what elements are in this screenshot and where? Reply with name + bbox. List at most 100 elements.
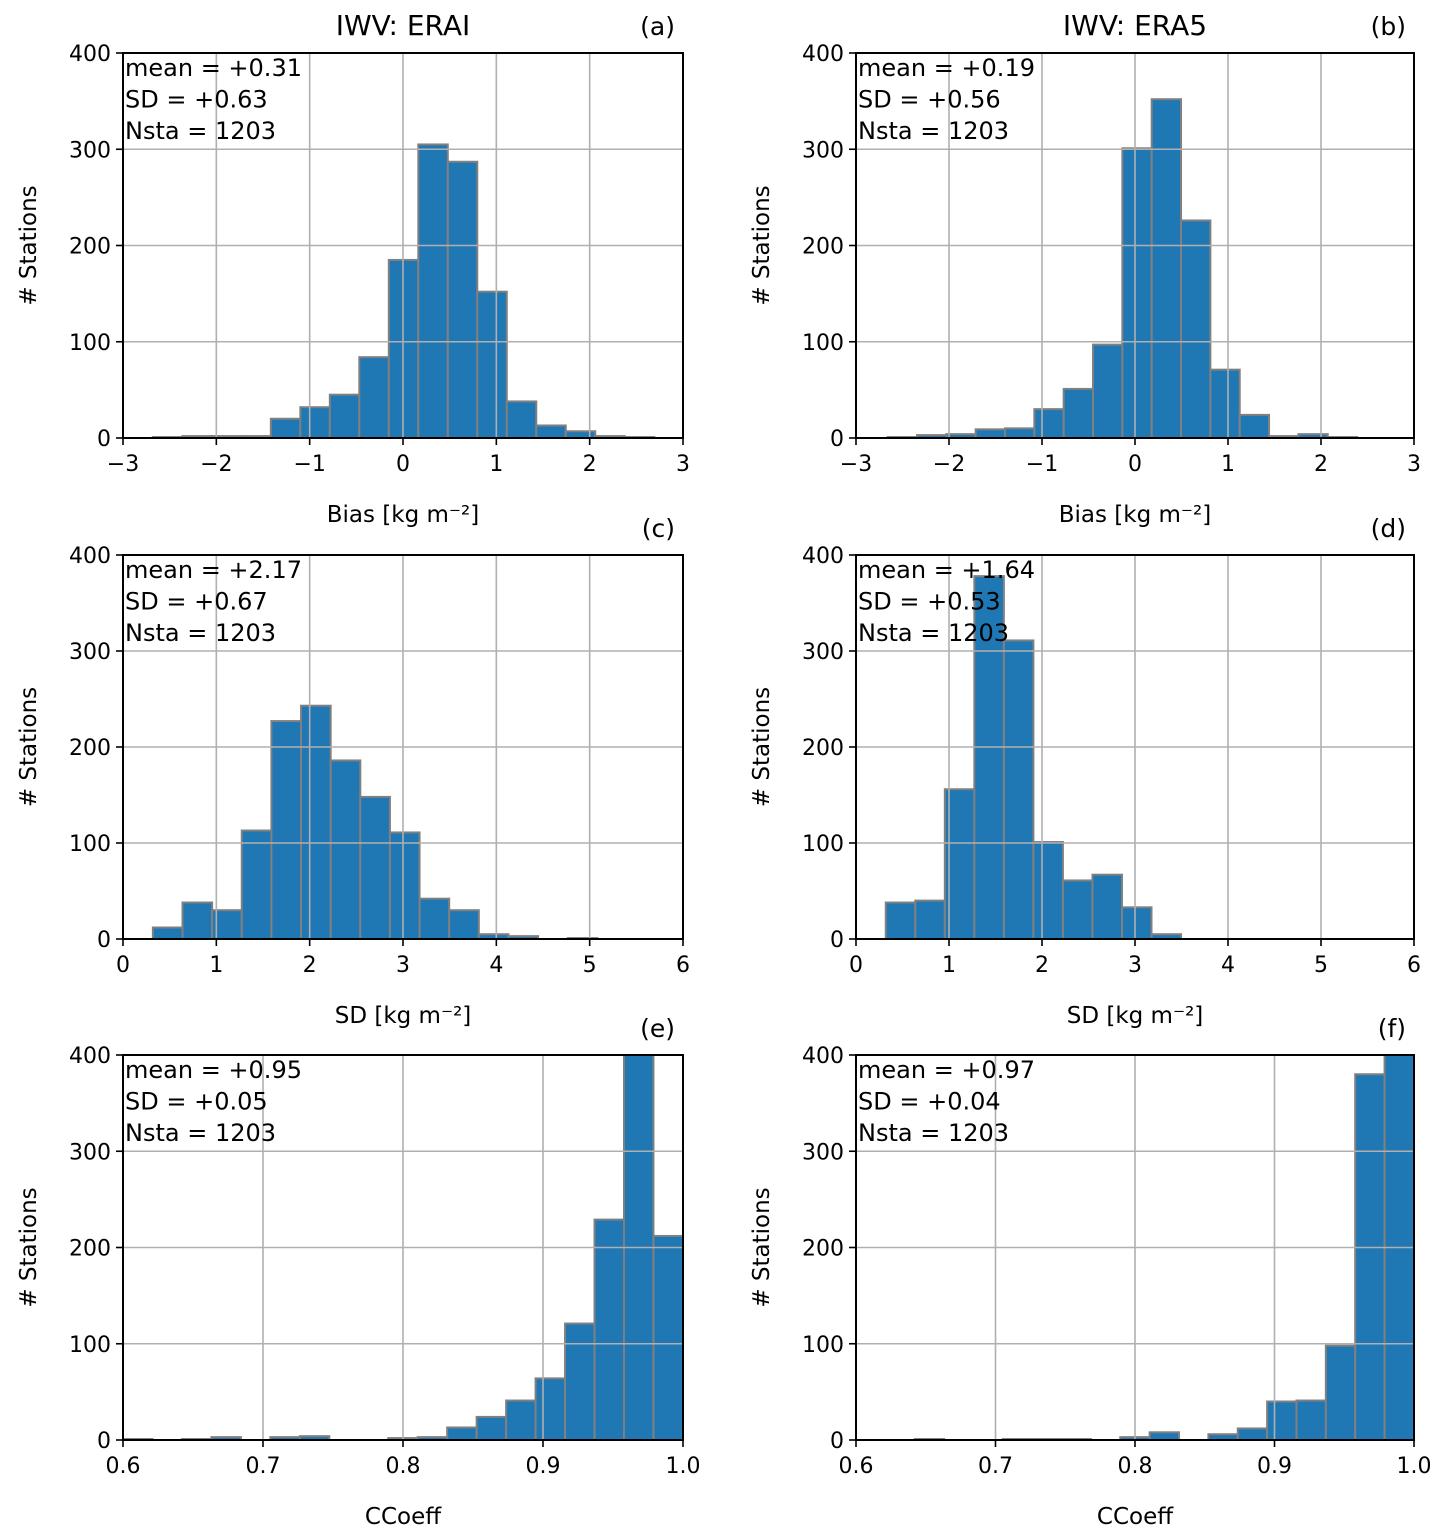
histogram-bar	[359, 795, 391, 939]
histogram-bar	[418, 897, 451, 939]
stats-annotation: mean = +2.17	[125, 556, 302, 584]
stats-annotation: Nsta = 1203	[858, 117, 1009, 145]
panel-letter: (d)	[1371, 514, 1406, 543]
y-tick-label: 300	[69, 1140, 111, 1165]
y-tick-label: 0	[830, 928, 844, 953]
x-tick-label: 0.8	[1118, 1454, 1153, 1479]
x-axis-label: SD [kg m⁻²]	[335, 1003, 472, 1029]
plot-area	[123, 1055, 683, 1440]
y-tick-label: 100	[802, 1333, 844, 1358]
y-tick-label: 0	[830, 1429, 844, 1454]
y-axis-label: # Stations	[16, 1187, 42, 1307]
histogram-bar	[475, 1415, 508, 1440]
x-axis-label: Bias [kg m⁻²]	[1059, 502, 1212, 528]
panel-title: IWV: ERAI	[336, 9, 471, 42]
panel-b: −3 −2 −1 0 1 2 3 0 100 200 300 400 Bias [kg m⁻²] # St…	[749, 9, 1421, 528]
panel-letter: (a)	[640, 12, 675, 41]
y-tick-label: 300	[69, 640, 111, 665]
x-tick-label: 6	[676, 953, 690, 978]
x-tick-label: 0.7	[246, 1454, 281, 1479]
y-tick-label: 400	[69, 544, 111, 569]
histogram-bar	[328, 393, 361, 438]
x-tick-label: −2	[933, 452, 965, 477]
stats-annotation: SD = +0.63	[125, 86, 268, 114]
histogram-bar	[1238, 413, 1271, 438]
histogram-bar	[210, 1436, 242, 1440]
y-tick-label: 300	[69, 138, 111, 163]
y-tick-label: 100	[802, 832, 844, 857]
stats-annotation: Nsta = 1203	[125, 1119, 276, 1147]
panel-e: 0.6 0.7 0.8 0.9 1.0 0 100 200 300 400 CCoeff # Stat…	[16, 1014, 701, 1530]
histogram-bar	[652, 1234, 683, 1440]
histogram-bar	[622, 1055, 655, 1440]
x-tick-label: 2	[1314, 452, 1328, 477]
histogram-bar	[269, 417, 302, 438]
histogram-bar	[358, 356, 390, 438]
stats-annotation: SD = +0.53	[858, 588, 1001, 616]
histogram-bar	[1324, 1344, 1357, 1440]
y-tick-label: 300	[802, 1140, 844, 1165]
histogram-bar	[1383, 1055, 1414, 1440]
histogram-bar	[1062, 387, 1095, 438]
y-axis-label: # Stations	[16, 185, 42, 305]
plot-area	[856, 1055, 1414, 1440]
histogram-bar	[1295, 1399, 1327, 1440]
x-tick-label: 1.0	[666, 1454, 701, 1479]
x-tick-label: 5	[583, 953, 597, 978]
panel-f: 0.6 0.7 0.8 0.9 1.0 0 100 200 300 400 CCoeff # Stat…	[749, 1014, 1432, 1530]
histogram-bar	[884, 901, 917, 939]
y-tick-label: 200	[69, 1237, 111, 1262]
y-axis-label: # Stations	[749, 1187, 775, 1307]
y-tick-label: 100	[802, 331, 844, 356]
x-tick-label: 3	[1128, 953, 1142, 978]
x-tick-label: 0.6	[106, 1454, 141, 1479]
histogram-bar	[298, 1435, 331, 1440]
histogram-bar	[535, 424, 567, 438]
histogram-bar	[270, 720, 303, 939]
panel-letter: (f)	[1378, 1014, 1406, 1043]
x-tick-label: 6	[1407, 953, 1421, 978]
x-tick-label: 1	[209, 953, 223, 978]
x-tick-label: 0	[1128, 452, 1142, 477]
y-axis-label: # Stations	[16, 687, 42, 807]
histogram-bar	[1061, 879, 1094, 939]
histogram-bar	[476, 290, 508, 438]
panel-c: 0 1 2 3 4 5 6 0 100 200 300 400 SD [kg m⁻²] # Station…	[16, 514, 690, 1029]
y-axis-label: # Stations	[749, 687, 775, 807]
x-tick-label: 1.0	[1397, 1454, 1432, 1479]
panel-d: 0 1 2 3 4 5 6 0 100 200 300 400 SD [kg m⁻²] # Station…	[749, 514, 1421, 1029]
stats-annotation: mean = +1.64	[858, 556, 1035, 584]
stats-annotation: Nsta = 1203	[125, 619, 276, 647]
x-tick-label: 0	[396, 452, 410, 477]
stats-annotation: SD = +0.04	[858, 1088, 1001, 1116]
histogram-bar	[1091, 873, 1123, 939]
y-axis-label: # Stations	[749, 185, 775, 305]
histogram-bar	[1236, 1427, 1269, 1440]
y-tick-label: 200	[69, 235, 111, 260]
plot-area	[856, 53, 1414, 438]
x-tick-label: 0.9	[1257, 1454, 1292, 1479]
x-tick-label: 0.8	[386, 1454, 421, 1479]
histogram-bar	[1003, 427, 1036, 438]
y-tick-label: 200	[69, 736, 111, 761]
histogram-bar	[329, 759, 362, 939]
x-axis-label: Bias [kg m⁻²]	[327, 502, 480, 528]
x-tick-label: 0.9	[526, 1454, 561, 1479]
plot-area	[856, 555, 1414, 939]
y-tick-label: 400	[802, 544, 844, 569]
stats-annotation: mean = +0.97	[858, 1056, 1035, 1084]
histogram-bar	[1032, 841, 1064, 939]
y-tick-label: 0	[97, 427, 111, 452]
histogram-bar	[1002, 639, 1035, 939]
histogram-bar	[505, 1399, 537, 1440]
histogram-bar	[299, 406, 331, 438]
stats-annotation: mean = +0.31	[125, 54, 302, 82]
x-tick-label: 0.6	[839, 1454, 874, 1479]
y-tick-label: 400	[69, 42, 111, 67]
stats-annotation: Nsta = 1203	[858, 1119, 1009, 1147]
histogram-bar	[417, 143, 449, 438]
x-tick-label: −1	[293, 452, 325, 477]
y-tick-label: 200	[802, 235, 844, 260]
x-axis-label: CCoeff	[365, 1504, 442, 1530]
